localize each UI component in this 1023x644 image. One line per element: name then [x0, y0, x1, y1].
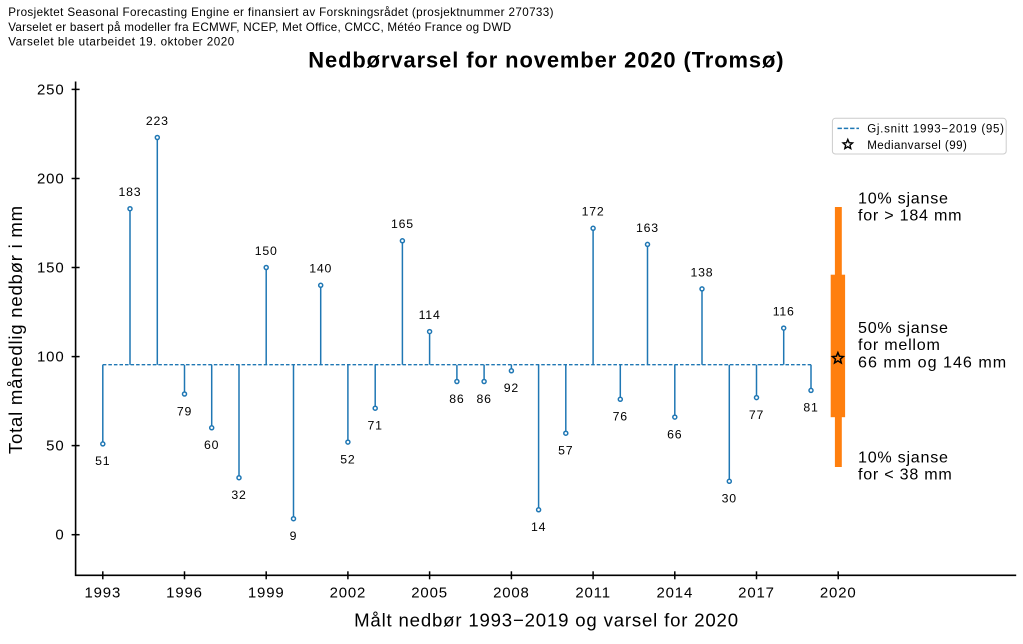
svg-text:100: 100 — [37, 349, 64, 366]
svg-text:250: 250 — [37, 81, 64, 98]
svg-text:140: 140 — [309, 262, 332, 276]
svg-text:52: 52 — [340, 452, 355, 466]
svg-text:9: 9 — [290, 529, 298, 543]
svg-text:Målt nedbør 1993−2019 og varse: Målt nedbør 1993−2019 og varsel for 2020 — [354, 610, 739, 631]
svg-text:57: 57 — [558, 444, 573, 458]
svg-text:Nedbørvarsel for november 2020: Nedbørvarsel for november 2020 (Tromsø) — [308, 48, 784, 73]
svg-text:114: 114 — [419, 308, 441, 322]
svg-text:76: 76 — [613, 410, 628, 424]
svg-text:for > 184 mm: for > 184 mm — [858, 207, 962, 225]
svg-text:183: 183 — [119, 185, 142, 199]
svg-text:Varselet er basert på modeller: Varselet er basert på modeller fra ECMWF… — [8, 21, 511, 34]
svg-text:Varselet ble utarbeidet 19. ok: Varselet ble utarbeidet 19. oktober 2020 — [8, 36, 235, 49]
svg-text:2017: 2017 — [738, 585, 775, 602]
svg-text:0: 0 — [55, 527, 64, 544]
svg-text:Prosjektet Seasonal Forecastin: Prosjektet Seasonal Forecasting Engine e… — [8, 6, 554, 19]
svg-text:10% sjanse: 10% sjanse — [858, 448, 949, 466]
svg-text:51: 51 — [95, 454, 110, 468]
svg-text:14: 14 — [531, 520, 546, 534]
svg-text:for < 38 mm: for < 38 mm — [858, 466, 953, 484]
svg-text:10% sjanse: 10% sjanse — [858, 189, 949, 207]
svg-text:86: 86 — [449, 392, 464, 406]
svg-text:172: 172 — [582, 205, 605, 219]
svg-text:1999: 1999 — [248, 585, 285, 602]
svg-text:81: 81 — [803, 401, 818, 415]
svg-text:138: 138 — [691, 265, 714, 279]
svg-text:165: 165 — [391, 217, 414, 231]
svg-text:Medianvarsel (99): Medianvarsel (99) — [867, 140, 967, 152]
svg-text:50% sjanse: 50% sjanse — [858, 319, 949, 337]
svg-text:2014: 2014 — [656, 585, 693, 602]
svg-text:60: 60 — [204, 438, 219, 452]
svg-text:200: 200 — [37, 170, 64, 187]
svg-text:50: 50 — [46, 438, 64, 455]
svg-text:2011: 2011 — [575, 585, 611, 602]
svg-text:for mellom: for mellom — [858, 336, 941, 354]
svg-text:Total månedlig nedbør i mm: Total månedlig nedbør i mm — [5, 205, 26, 454]
svg-text:79: 79 — [177, 404, 192, 418]
svg-text:71: 71 — [368, 419, 383, 433]
svg-text:77: 77 — [749, 408, 764, 422]
svg-text:2020: 2020 — [820, 585, 857, 602]
svg-text:116: 116 — [773, 305, 795, 319]
svg-text:2005: 2005 — [411, 585, 448, 602]
svg-text:1993: 1993 — [84, 585, 121, 602]
svg-text:32: 32 — [231, 488, 246, 502]
svg-text:30: 30 — [722, 492, 737, 506]
svg-text:2002: 2002 — [330, 585, 367, 602]
svg-text:1996: 1996 — [166, 585, 203, 602]
svg-text:Gj.snitt 1993−2019 (95): Gj.snitt 1993−2019 (95) — [867, 124, 1005, 136]
svg-text:66 mm og 146 mm: 66 mm og 146 mm — [858, 353, 1007, 371]
svg-text:66: 66 — [667, 427, 682, 441]
svg-text:223: 223 — [146, 114, 169, 128]
svg-text:86: 86 — [476, 392, 491, 406]
svg-text:150: 150 — [37, 259, 64, 276]
svg-text:92: 92 — [504, 381, 519, 395]
svg-text:2008: 2008 — [493, 585, 530, 602]
svg-text:150: 150 — [255, 244, 278, 258]
svg-text:163: 163 — [636, 221, 659, 235]
